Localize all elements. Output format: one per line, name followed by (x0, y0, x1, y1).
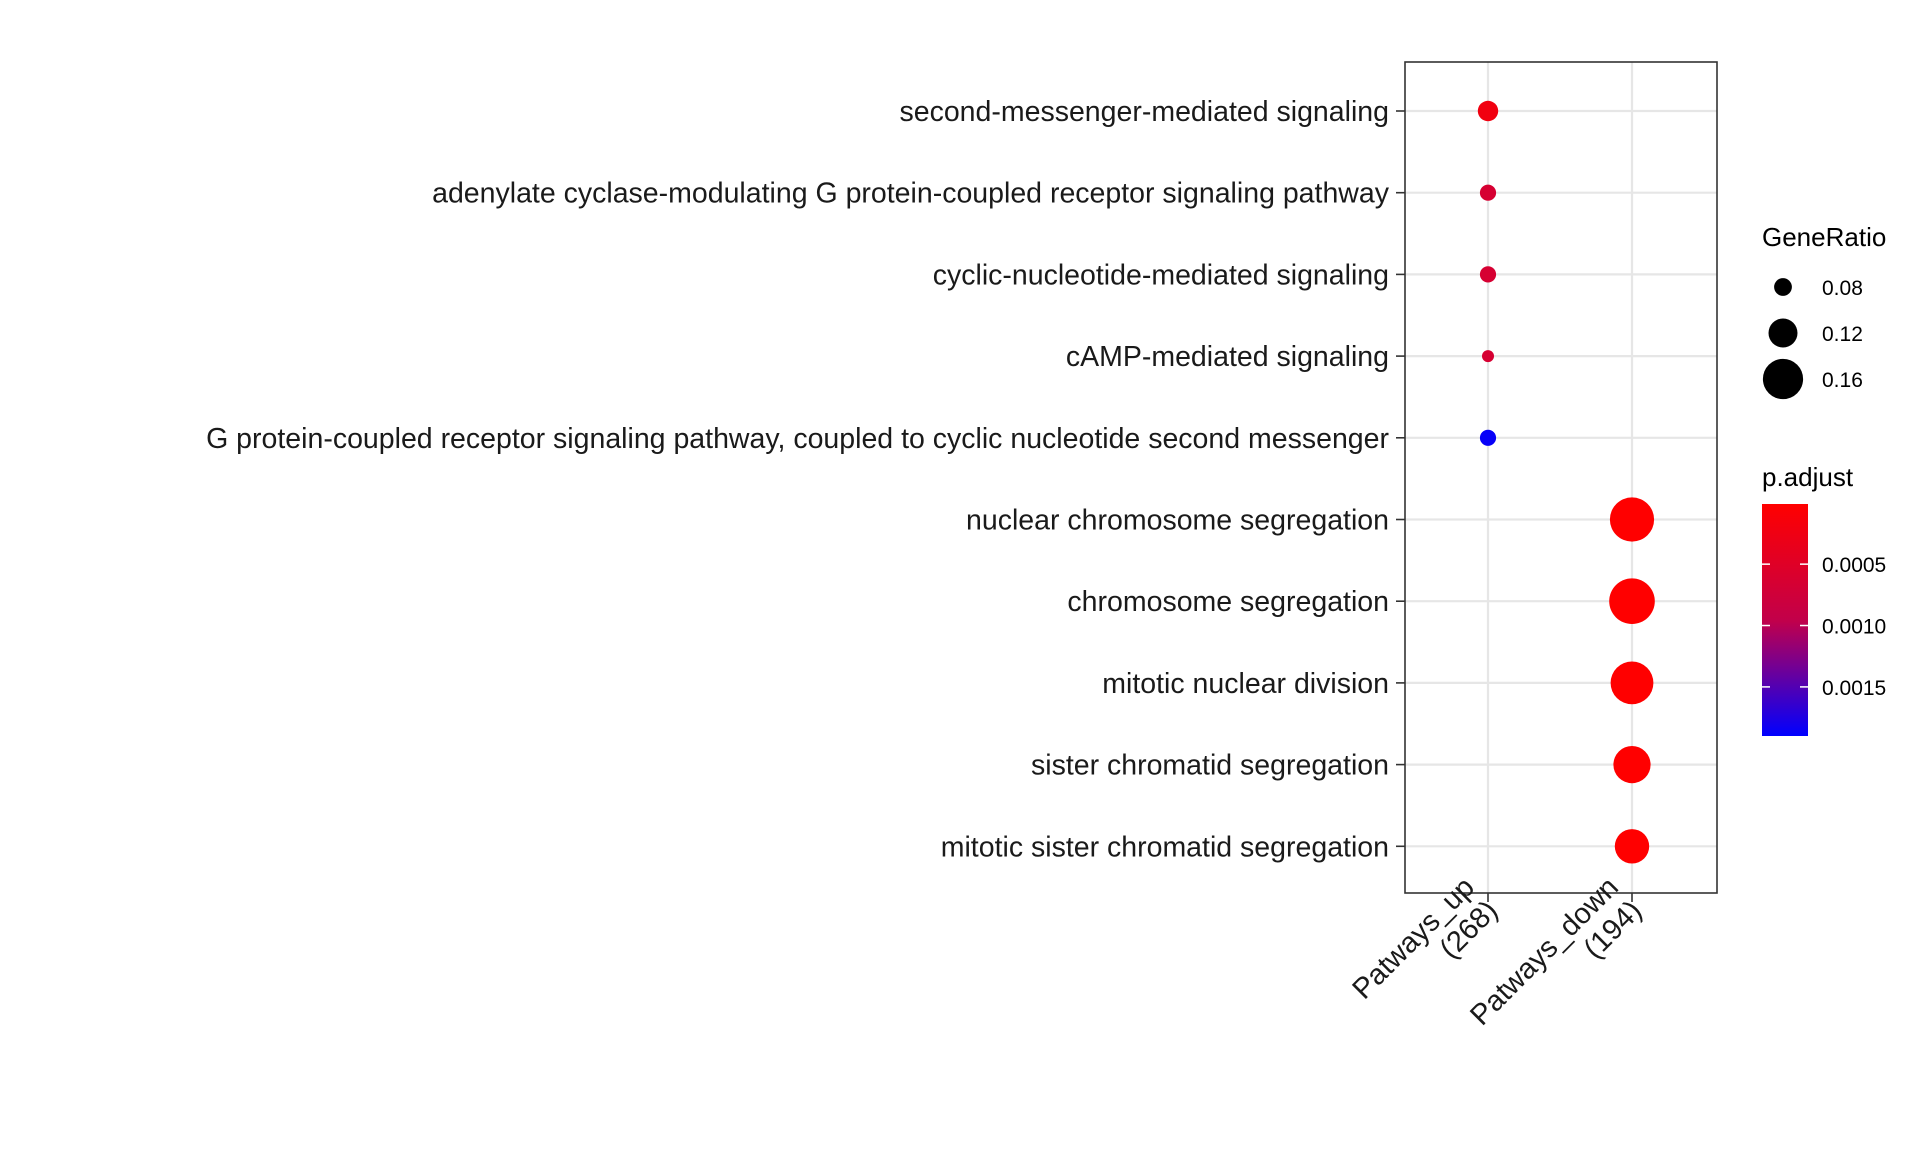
color-legend-bar (1762, 504, 1808, 736)
size-legend-label: 0.08 (1822, 277, 1863, 300)
y-axis-ticks (1396, 110, 1405, 848)
y-tick-label: G protein-coupled receptor signaling pat… (206, 423, 1389, 455)
size-legend-label: 0.12 (1822, 323, 1863, 346)
y-tick-label: mitotic nuclear division (1102, 668, 1389, 700)
color-legend-label: 0.0015 (1822, 677, 1886, 700)
y-tick-label: sister chromatid segregation (1031, 750, 1389, 782)
data-point (1482, 350, 1494, 363)
color-legend: p.adjust 0.0005 0.0010 0.0015 (1762, 462, 1886, 736)
data-point (1609, 497, 1655, 542)
x-axis-ticks (1487, 893, 1633, 902)
size-legend-title: GeneRatio (1762, 222, 1886, 252)
size-legend-key (1774, 278, 1792, 296)
color-legend-label: 0.0010 (1822, 616, 1886, 639)
color-legend-title: p.adjust (1762, 462, 1854, 492)
size-legend-key (1768, 318, 1798, 348)
color-legend-label: 0.0005 (1822, 554, 1886, 577)
data-points (1477, 100, 1655, 864)
size-legend: GeneRatio 0.08 0.12 0.16 (1762, 222, 1886, 400)
y-axis-labels: second-messenger-mediated signaling adeny… (206, 96, 1390, 863)
data-point (1479, 266, 1497, 283)
data-point (1479, 429, 1497, 446)
data-point (1614, 829, 1650, 864)
y-tick-label: cAMP-mediated signaling (1066, 341, 1389, 373)
y-tick-label: mitotic sister chromatid segregation (941, 831, 1389, 863)
data-point (1609, 578, 1655, 624)
size-legend-key (1762, 358, 1804, 400)
data-point (1610, 661, 1654, 705)
y-tick-label: chromosome segregation (1067, 586, 1389, 618)
data-point (1613, 746, 1651, 784)
y-tick-label: nuclear chromosome segregation (966, 505, 1389, 537)
plot-panel-border (1404, 61, 1718, 894)
y-tick-label: adenylate cyclase-modulating G protein-c… (432, 178, 1390, 210)
size-legend-label: 0.16 (1822, 369, 1863, 392)
x-axis-labels: Patways_up(268)Patways_down(194) (1347, 871, 1649, 1032)
y-tick-label: second-messenger-mediated signaling (899, 96, 1389, 128)
y-tick-label: cyclic-nucleotide-mediated signaling (933, 259, 1389, 291)
data-point (1479, 184, 1497, 201)
data-point (1477, 100, 1499, 122)
grid-lines (1405, 62, 1717, 893)
